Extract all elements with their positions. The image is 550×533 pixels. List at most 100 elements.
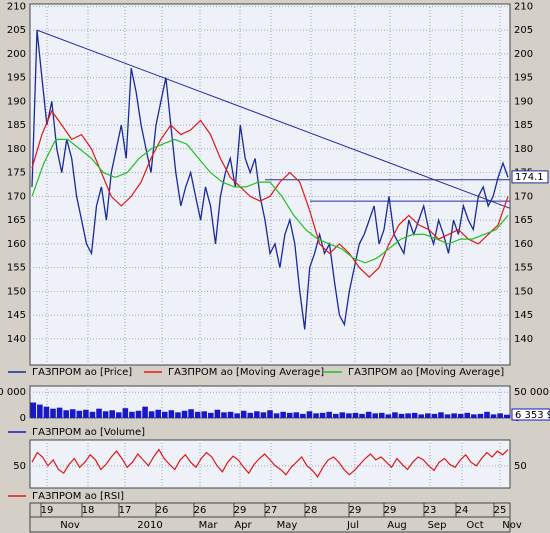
- volume-bar: [148, 411, 155, 418]
- month-label: Nov: [60, 520, 80, 531]
- volume-bar: [135, 410, 142, 418]
- y-tick-label-right: 170: [514, 191, 533, 202]
- day-label: 27: [265, 505, 278, 516]
- last-label: 6 353 9: [515, 410, 550, 421]
- month-label: Apr: [234, 520, 252, 531]
- legend-label: ГАЗПРОМ ао [Volume]: [32, 427, 145, 438]
- trend-line: [36, 29, 511, 209]
- volume-bar: [300, 413, 306, 418]
- volume-bar: [96, 408, 102, 418]
- volume-bar: [129, 411, 135, 418]
- month-label: Sep: [428, 520, 447, 531]
- y-tick-label-left: 205: [7, 25, 26, 36]
- volume-bar: [497, 413, 503, 418]
- volume-bar: [89, 411, 96, 418]
- volume-bar: [254, 411, 260, 418]
- month-label: Jul: [346, 520, 359, 531]
- volume-bar: [398, 413, 405, 418]
- y-tick-label-right: 190: [514, 96, 533, 107]
- volume-bar: [115, 412, 122, 418]
- y-tick-label-right: 50 000: [514, 387, 549, 398]
- volume-bar: [372, 413, 378, 418]
- y-tick-label-left: 155: [7, 263, 26, 274]
- y-tick-label-left: 165: [7, 215, 26, 226]
- volume-bar: [227, 411, 234, 418]
- volume-bar: [162, 411, 168, 418]
- volume-bar: [273, 413, 280, 418]
- legend-label: ГАЗПРОМ ао [RSI]: [32, 491, 124, 502]
- y-tick-label-right: 50: [514, 461, 527, 472]
- volume-bar: [247, 412, 254, 418]
- volume-bar: [451, 413, 457, 418]
- volume-bar: [221, 412, 227, 418]
- y-tick-label-left: 0: [20, 413, 26, 424]
- y-tick-label-left: 160: [7, 239, 26, 250]
- y-tick-label-left: 150: [7, 286, 26, 297]
- volume-bar: [63, 410, 69, 418]
- day-label: 26: [156, 505, 169, 516]
- y-tick-label-right: 140: [514, 334, 533, 345]
- day-label: 23: [424, 505, 437, 516]
- volume-bar: [201, 411, 208, 418]
- volume-bar: [431, 413, 438, 418]
- y-tick-label-left: 200: [7, 49, 26, 60]
- volume-bar: [503, 414, 510, 418]
- volume-bar: [43, 406, 50, 418]
- y-tick-label-left: 195: [7, 73, 26, 84]
- volume-bar: [425, 413, 431, 418]
- current-value-box: [511, 170, 549, 184]
- y-tick-label-left: 180: [7, 144, 26, 155]
- y-tick-label-left: 210: [7, 1, 26, 12]
- volume-bar: [76, 410, 83, 418]
- month-label: 2010: [137, 520, 162, 531]
- y-tick-label-right: 200: [514, 49, 533, 60]
- y-tick-label-right: 165: [514, 215, 533, 226]
- y-tick-label-right: 145: [514, 310, 533, 321]
- y-tick-label-left: 50: [13, 461, 26, 472]
- volume-bar: [214, 409, 221, 418]
- series-line: [31, 448, 509, 478]
- last-label-box: [511, 408, 550, 421]
- volume-bar: [175, 412, 181, 418]
- volume-bar: [352, 412, 359, 418]
- y-tick-label-left: 185: [7, 120, 26, 131]
- volume-bar: [234, 413, 240, 418]
- volume-bar: [208, 412, 214, 418]
- y-tick-label-right: 205: [514, 25, 533, 36]
- y-tick-label-right: 210: [514, 1, 533, 12]
- volume-bar: [490, 414, 497, 418]
- volume-bar: [392, 412, 398, 418]
- day-label: 29: [384, 505, 397, 516]
- y-tick-label-left: 175: [7, 168, 26, 179]
- series-line: [31, 138, 509, 264]
- volume-bar: [69, 409, 76, 418]
- volume-bar: [385, 414, 392, 418]
- month-label: Mar: [199, 520, 219, 531]
- y-tick-label-left: 145: [7, 310, 26, 321]
- y-tick-label-right: 180: [514, 144, 533, 155]
- volume-bar: [188, 409, 194, 418]
- legend-label: ГАЗПРОМ ао [Moving Average]: [168, 367, 324, 378]
- volume-bar: [378, 412, 385, 418]
- volume-bar: [293, 412, 300, 418]
- month-label: Oct: [466, 520, 483, 531]
- volume-bar: [194, 411, 201, 418]
- volume-bar: [155, 409, 162, 418]
- volume-bar: [418, 414, 425, 418]
- y-tick-label-right: 185: [514, 120, 533, 131]
- volume-bar: [267, 410, 273, 418]
- volume-bar: [240, 410, 247, 418]
- y-tick-label-left: 140: [7, 334, 26, 345]
- volume-bar: [359, 413, 365, 418]
- volume-bar: [346, 413, 352, 418]
- current-value-label: 174.1: [515, 172, 544, 183]
- volume-bar: [484, 411, 490, 418]
- volume-bar: [411, 412, 418, 418]
- volume-bar: [102, 411, 109, 418]
- volume-bar: [306, 411, 313, 418]
- volume-bar: [280, 411, 286, 418]
- volume-bar: [30, 402, 37, 418]
- volume-bar: [471, 414, 477, 418]
